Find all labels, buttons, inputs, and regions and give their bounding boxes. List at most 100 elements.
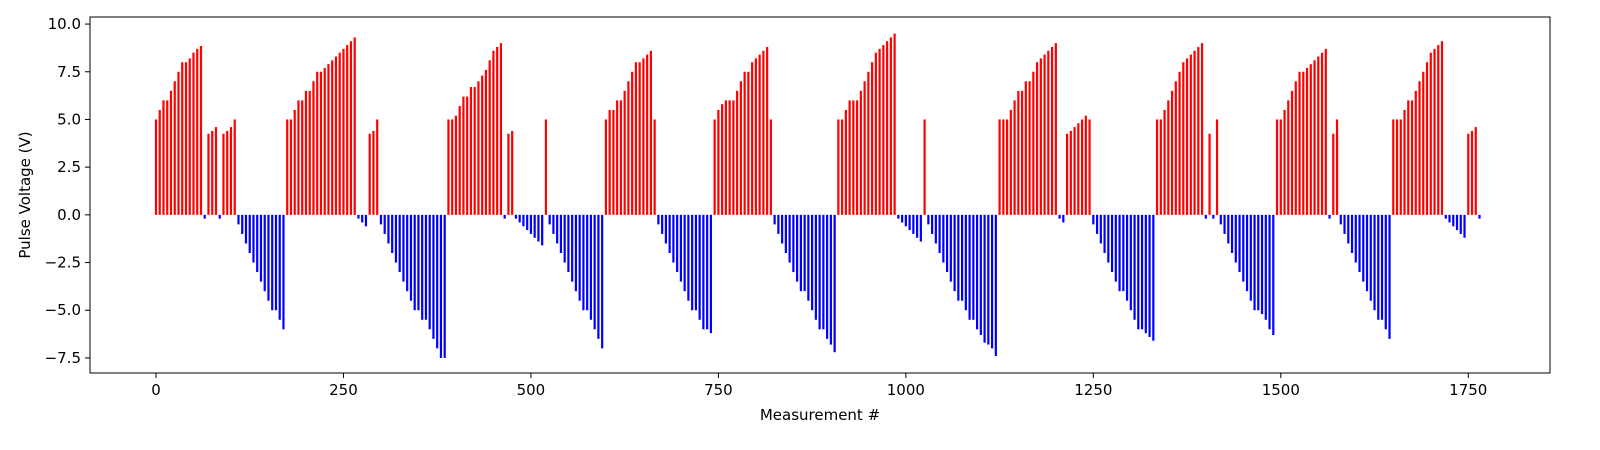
- bar: [1212, 214, 1215, 219]
- bar: [368, 133, 371, 215]
- bar: [619, 100, 623, 215]
- bar: [747, 71, 750, 215]
- bar: [826, 214, 829, 339]
- bar: [1268, 214, 1271, 330]
- bar: [541, 214, 544, 246]
- bar: [878, 48, 881, 215]
- bar: [1017, 90, 1020, 215]
- bar: [158, 109, 161, 215]
- bar: [1028, 81, 1031, 215]
- bar: [1294, 81, 1297, 215]
- bar: [589, 214, 593, 320]
- x-tick-label: 750: [704, 381, 733, 399]
- bar: [863, 81, 866, 215]
- bar: [766, 46, 769, 215]
- bar: [1369, 214, 1372, 301]
- bar: [537, 214, 540, 242]
- bar: [1024, 81, 1027, 215]
- bar: [1463, 214, 1466, 238]
- bar: [511, 130, 514, 215]
- bar: [214, 127, 218, 215]
- bar: [702, 214, 705, 330]
- bar: [394, 214, 398, 263]
- bar: [1422, 71, 1425, 215]
- bar: [1437, 45, 1440, 215]
- bar: [1197, 46, 1200, 215]
- bar: [799, 214, 802, 292]
- bar: [1275, 119, 1279, 215]
- bar: [582, 214, 585, 311]
- bar: [1050, 46, 1054, 215]
- bar: [968, 214, 971, 320]
- y-tick-label: 2.5: [57, 158, 81, 176]
- bar: [312, 81, 315, 215]
- bar: [1032, 71, 1035, 215]
- bar: [552, 214, 555, 234]
- y-tick-label: 5.0: [57, 110, 81, 128]
- bar: [946, 214, 949, 273]
- bar: [1163, 109, 1166, 215]
- bar: [758, 54, 761, 215]
- bar: [173, 81, 176, 215]
- bar: [990, 214, 994, 349]
- y-tick-label: −5.0: [45, 301, 81, 319]
- bar: [409, 214, 413, 301]
- bar: [1410, 100, 1414, 215]
- bar: [1185, 58, 1189, 215]
- bar: [1103, 214, 1106, 253]
- bar: [271, 214, 274, 311]
- bar: [518, 214, 521, 223]
- bar: [353, 37, 356, 215]
- bar: [1114, 214, 1117, 282]
- bar: [331, 60, 334, 215]
- bar: [1245, 214, 1249, 292]
- bar: [788, 214, 791, 263]
- bar: [942, 214, 945, 263]
- bar: [544, 119, 548, 215]
- bar: [1099, 214, 1102, 244]
- bar: [1137, 214, 1140, 330]
- y-tick-label: 7.5: [57, 63, 81, 81]
- bar: [248, 214, 251, 253]
- bar: [432, 214, 435, 339]
- bar: [994, 214, 997, 357]
- bar: [559, 214, 563, 253]
- bar: [1148, 214, 1151, 337]
- bar: [1425, 62, 1429, 215]
- bar: [166, 100, 169, 215]
- bar: [244, 214, 248, 244]
- bar: [496, 46, 499, 215]
- bar: [649, 50, 653, 215]
- bar: [1350, 214, 1354, 253]
- bar: [169, 90, 173, 215]
- bar: [1384, 214, 1387, 330]
- bar: [203, 214, 206, 219]
- bar: [406, 214, 409, 292]
- bar: [1020, 90, 1024, 215]
- bar: [428, 214, 431, 330]
- bar: [177, 71, 180, 215]
- bar: [1073, 127, 1076, 215]
- bar: [1470, 130, 1474, 215]
- bar: [1140, 214, 1144, 330]
- bar: [751, 62, 754, 215]
- bar: [402, 214, 405, 282]
- bar: [1062, 214, 1065, 223]
- bar: [293, 109, 296, 215]
- bar: [1107, 214, 1110, 263]
- bar: [912, 214, 915, 234]
- bar: [736, 90, 739, 215]
- bar: [953, 214, 956, 292]
- bar: [334, 56, 338, 215]
- bar: [481, 75, 484, 215]
- bar: [1005, 119, 1009, 215]
- bar: [927, 214, 930, 225]
- bar: [218, 214, 221, 219]
- bar: [477, 81, 480, 215]
- bar: [634, 62, 638, 215]
- bar: [526, 214, 529, 231]
- bar: [784, 214, 787, 253]
- bar: [376, 119, 379, 215]
- bar: [1272, 214, 1275, 336]
- bar: [664, 214, 668, 244]
